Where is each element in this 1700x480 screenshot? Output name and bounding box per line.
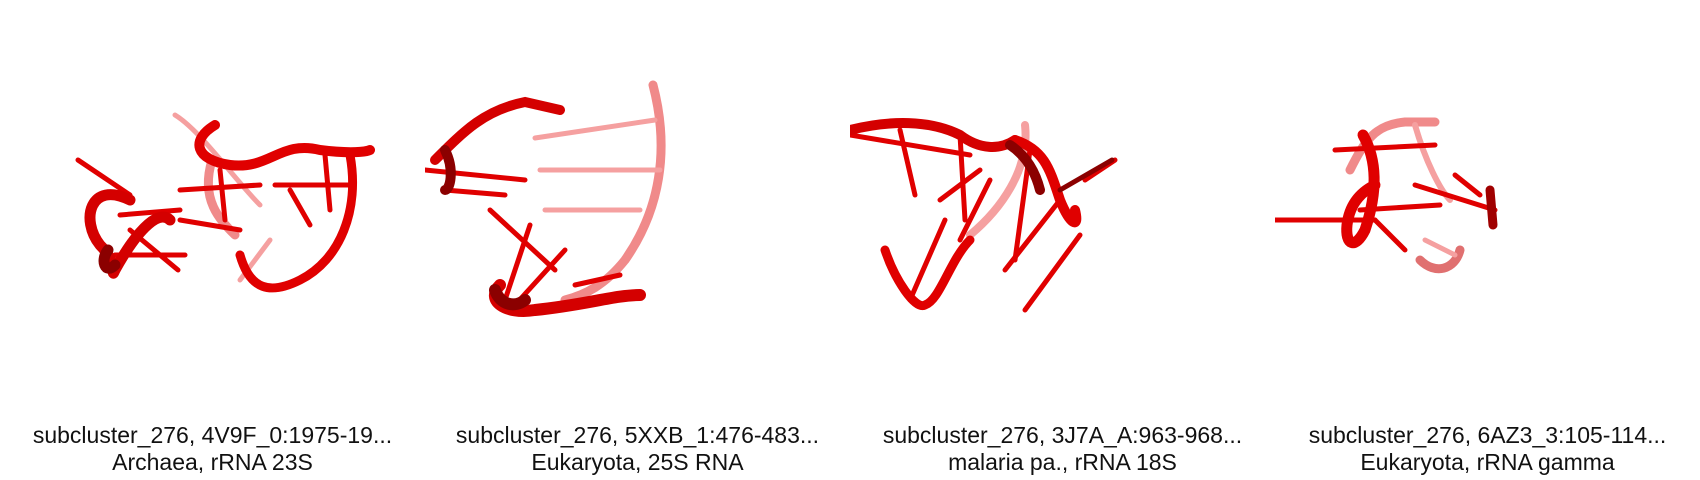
panel-title: subcluster_276, 4V9F_0:1975-19... — [32, 422, 393, 448]
structure-panel-1: subcluster_276, 4V9F_0:1975-19... Archae… — [0, 0, 425, 480]
panel-title: subcluster_276, 6AZ3_3:105-114... — [1308, 422, 1667, 448]
structure-panel-2: subcluster_276, 5XXB_1:476-483... Eukary… — [425, 0, 850, 480]
rna-structure-icon — [75, 112, 375, 293]
panel-subtitle: Eukaryota, 25S RNA — [531, 449, 744, 475]
panel-subtitle: malaria pa., rRNA 18S — [948, 449, 1177, 475]
rna-structure-icon — [850, 118, 1118, 313]
rna-structure-icon — [1275, 117, 1498, 274]
panel-subtitle: Archaea, rRNA 23S — [112, 449, 313, 475]
rna-structure-icon — [425, 80, 666, 317]
panel-title: subcluster_276, 5XXB_1:476-483... — [455, 422, 820, 448]
panel-title: subcluster_276, 3J7A_A:963-968... — [882, 422, 1243, 448]
structure-panel-4: subcluster_276, 6AZ3_3:105-114... Eukary… — [1275, 0, 1700, 480]
panel-subtitle: Eukaryota, rRNA gamma — [1360, 449, 1615, 475]
structure-panel-3: subcluster_276, 3J7A_A:963-968... malari… — [850, 0, 1275, 480]
